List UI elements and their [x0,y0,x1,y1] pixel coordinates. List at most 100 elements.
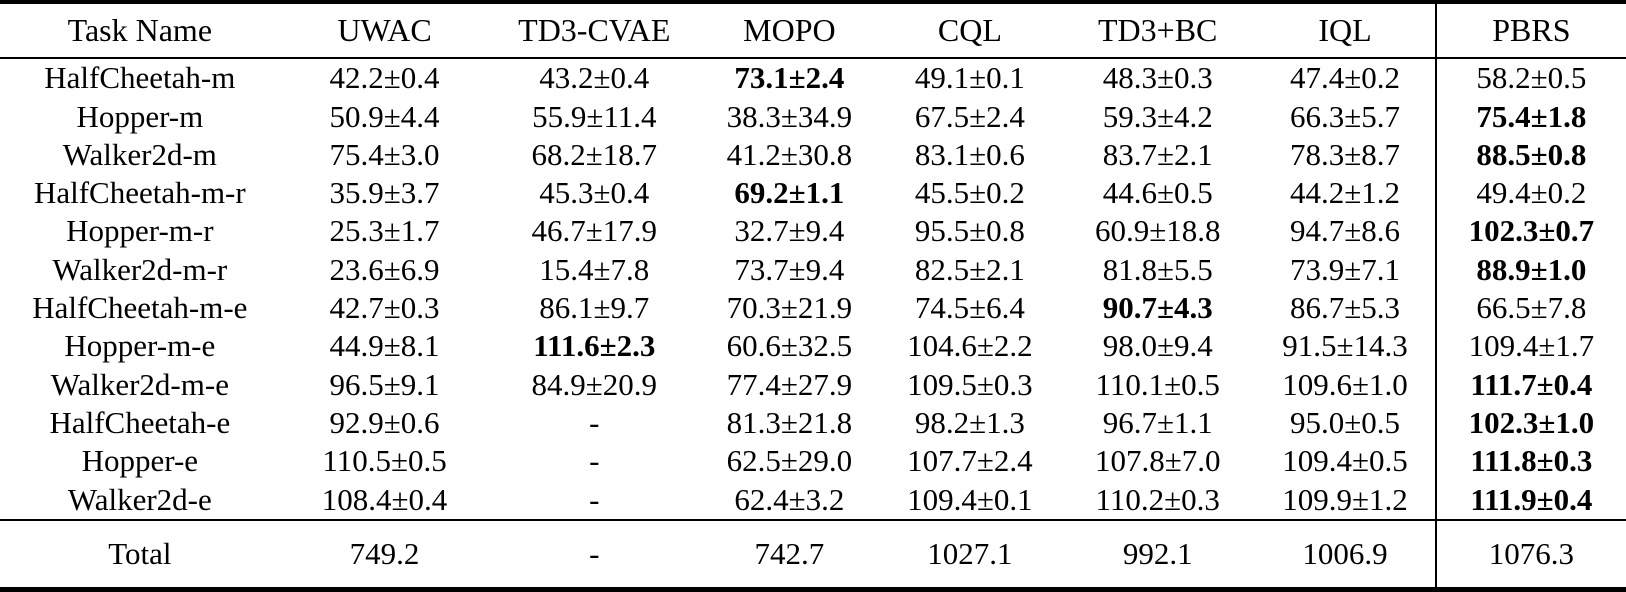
score-cell: 15.4±7.8 [539,251,650,287]
total-cell: 1006.9 [1255,519,1436,590]
score-cell: 68.2±18.7 [531,136,658,172]
score-cell: 42.2±0.4 [329,60,440,96]
score-cell: 108.4±0.4 [321,481,448,517]
score-cell: 23.6±6.9 [329,251,440,287]
total-cell: 992.1 [1060,519,1256,590]
score-cell: - [589,405,600,441]
table-row: Hopper-m-r 25.3±1.7 46.7±17.9 32.7±9.4 9… [0,212,1626,251]
score-cell: 32.7±9.4 [734,213,845,249]
score-cell: 60.6±32.5 [726,328,853,364]
table-row: Walker2d-e 108.4±0.4 - 62.4±3.2 109.4±0.… [0,480,1626,520]
score-cell: 35.9±3.7 [329,175,440,211]
score-cell: 45.5±0.2 [914,175,1025,211]
task-name-cell: Hopper-e [81,443,199,479]
score-cell: 96.7±1.1 [1102,405,1213,441]
score-cell: 110.5±0.5 [322,443,447,479]
total-cell: 1076.3 [1434,519,1626,590]
total-cell: 1027.1 [879,519,1061,590]
header-row: Task Name UWAC TD3-CVAE MOPO CQL TD3+BC … [0,2,1626,59]
score-cell: 111.7±0.4 [1434,365,1626,404]
col-header-mopo: MOPO [699,2,880,59]
score-cell: 49.4±0.2 [1434,173,1626,213]
task-name-cell: Walker2d-m [62,136,217,172]
score-cell: 95.5±0.8 [914,213,1025,249]
table-row: Hopper-e 110.5±0.5 - 62.5±29.0 107.7±2.4… [0,442,1626,481]
score-cell: 83.1±0.6 [914,136,1025,172]
score-cell: 94.7±8.6 [1289,213,1400,249]
score-cell: 42.7±0.3 [329,290,440,326]
score-cell: 66.5±7.8 [1434,288,1626,328]
table-row: Walker2d-m-r 23.6±6.9 15.4±7.8 73.7±9.4 … [0,250,1626,289]
table-row: Walker2d-m 75.4±3.0 68.2±18.7 41.2±30.8 … [0,135,1626,174]
task-name-cell: HalfCheetah-e [49,405,231,441]
col-header-iql: IQL [1255,2,1436,59]
score-cell: 73.9±7.1 [1289,251,1400,287]
score-cell: 109.6±1.0 [1282,366,1408,402]
table-row: Walker2d-m-e 96.5±9.1 84.9±20.9 77.4±27.… [0,365,1626,404]
score-cell: 70.3±21.9 [726,290,853,326]
col-header-td3-cvae: TD3-CVAE [489,2,700,59]
score-cell: 84.9±20.9 [531,366,658,402]
score-cell: 111.6±2.3 [533,328,656,364]
score-cell: 92.9±0.6 [329,405,440,441]
score-cell: 45.3±0.4 [539,175,650,211]
task-name-cell: HalfCheetah-m-r [33,175,246,211]
score-cell: 50.9±4.4 [329,98,440,134]
score-cell: 81.8±5.5 [1102,251,1213,287]
score-cell: 77.4±27.9 [726,366,853,402]
score-cell: 49.1±0.1 [914,60,1025,96]
score-cell: 75.4±1.8 [1434,97,1626,136]
table-row: Hopper-m-e 44.9±8.1 111.6±2.3 60.6±32.5 … [0,327,1626,366]
score-cell: 90.7±4.3 [1102,290,1213,326]
task-name-cell: Walker2d-m-e [50,366,229,402]
total-label: Total [0,519,280,590]
score-cell: 43.2±0.4 [539,60,650,96]
score-cell: 25.3±1.7 [329,213,440,249]
total-row: Total 749.2 - 742.7 1027.1 992.1 1006.9 … [0,519,1626,590]
score-cell: 62.4±3.2 [734,481,845,517]
score-cell: 55.9±11.4 [532,98,657,134]
score-cell: 104.6±2.2 [907,328,1033,364]
task-name-cell: Hopper-m-e [64,328,216,364]
total-cell: 742.7 [699,519,880,590]
score-cell: 98.0±9.4 [1102,328,1213,364]
col-header-uwac: UWAC [279,2,490,59]
score-cell: 62.5±29.0 [726,443,853,479]
score-cell: 110.1±0.5 [1095,366,1220,402]
score-cell: 82.5±2.1 [914,251,1025,287]
score-cell: 59.3±4.2 [1102,98,1213,134]
score-cell: 88.5±0.8 [1434,135,1626,174]
score-cell: 48.3±0.3 [1102,60,1213,96]
task-name-cell: Hopper-m-r [66,213,214,249]
score-cell: 88.9±1.0 [1434,250,1626,289]
score-cell: 60.9±18.8 [1094,213,1221,249]
score-cell: 110.2±0.3 [1095,481,1220,517]
score-cell: 86.7±5.3 [1289,290,1400,326]
score-cell: 109.4±0.5 [1282,443,1408,479]
score-cell: - [589,443,600,479]
col-header-pbrs: PBRS [1434,2,1626,59]
score-cell: 109.5±0.3 [907,366,1033,402]
col-header-task-name: Task Name [0,2,280,59]
score-cell: 102.3±1.0 [1434,403,1626,443]
score-cell: 41.2±30.8 [726,136,853,172]
total-cell: - [489,519,700,590]
task-name-cell: Walker2d-e [67,481,212,517]
task-name-cell: HalfCheetah-m-e [32,290,248,326]
score-cell: 67.5±2.4 [914,98,1025,134]
score-cell: 74.5±6.4 [914,290,1025,326]
score-cell: 46.7±17.9 [531,213,658,249]
col-header-cql: CQL [879,2,1061,59]
task-name-cell: Hopper-m [76,98,204,134]
score-cell: 107.7±2.4 [907,443,1033,479]
score-cell: 44.6±0.5 [1102,175,1213,211]
score-cell: 111.9±0.4 [1434,480,1626,520]
score-cell: 98.2±1.3 [914,405,1025,441]
table-row: HalfCheetah-m-e 42.7±0.3 86.1±9.7 70.3±2… [0,288,1626,328]
task-name-cell: HalfCheetah-m [44,60,236,96]
score-cell: 44.9±8.1 [329,328,440,364]
score-cell: 95.0±0.5 [1289,405,1400,441]
score-cell: 109.4±1.7 [1434,327,1626,366]
score-cell: 73.1±2.4 [734,60,845,96]
